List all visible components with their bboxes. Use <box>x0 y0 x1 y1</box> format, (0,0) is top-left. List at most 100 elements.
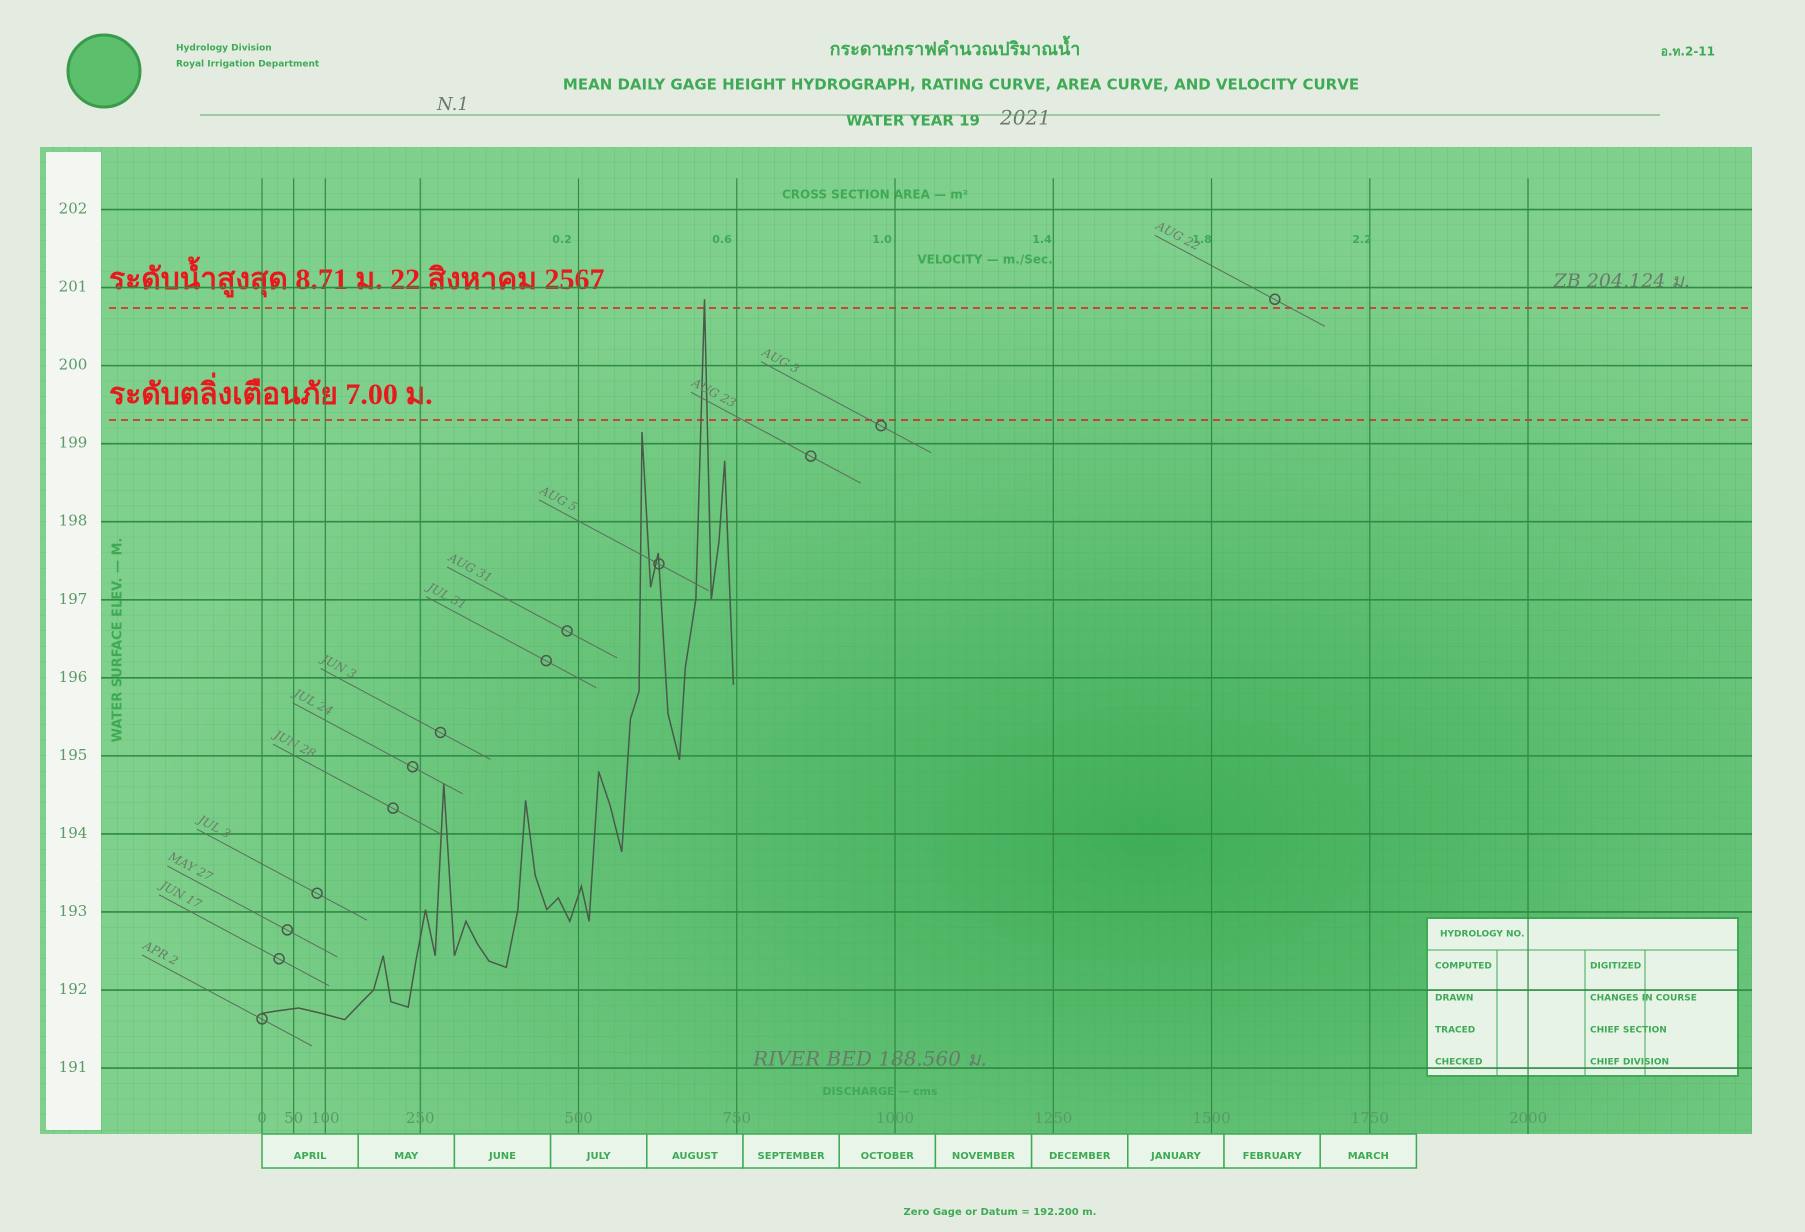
rating-stroke <box>158 894 330 987</box>
form-box-frame <box>1426 917 1739 1077</box>
measurement-point <box>434 726 447 739</box>
rating-stroke <box>446 566 618 659</box>
y-tick-label: 200 <box>59 356 88 374</box>
month-cell <box>357 1133 456 1169</box>
x2-tick-label: 1750 <box>1351 1109 1389 1127</box>
rating-stroke <box>425 596 597 689</box>
y-tick-label: 199 <box>59 434 88 452</box>
rating-stroke <box>141 954 313 1047</box>
rating-stroke <box>690 391 862 484</box>
month-cell <box>549 1133 648 1169</box>
form-box: HYDROLOGY NO. COMPUTED DRAWN TRACED CHECKED… <box>1426 917 1739 1077</box>
y-tick-label: 196 <box>59 668 88 686</box>
water-year-label: WATER YEAR 19 <box>846 112 980 130</box>
rating-stroke <box>538 499 710 592</box>
title-thai: กระดาษกราฟคำนวณปริมาณน้ำ <box>830 35 1081 60</box>
velocity-tick-label: 0.6 <box>712 233 732 246</box>
x-tick-label: APRIL <box>294 1151 327 1162</box>
department: Royal Irrigation Department <box>176 60 320 70</box>
x-tick-label: DECEMBER <box>1049 1151 1111 1162</box>
y-tick-label: 191 <box>59 1058 88 1076</box>
measurement-point <box>1269 293 1281 306</box>
warning-level-annotation: ระดับตลิ่งเตือนภัย 7.00 ม. <box>109 372 433 411</box>
rating-stroke <box>196 828 368 921</box>
y-tick-label: 197 <box>59 590 88 608</box>
logo <box>66 33 142 109</box>
x-tick-label: MAY <box>394 1151 419 1162</box>
title: MEAN DAILY GAGE HEIGHT HYDROGRAPH, RATIN… <box>563 76 1359 94</box>
measurement-point <box>875 419 887 432</box>
y-tick-label: 193 <box>59 902 88 920</box>
form-code: อ.ท.2-11 <box>1661 45 1715 59</box>
measurement-point <box>805 450 817 462</box>
measurement-point <box>256 1013 268 1025</box>
measurement-point <box>561 625 573 637</box>
measurement-point <box>653 558 665 570</box>
x-tick-label: JUNE <box>488 1151 516 1162</box>
x-tick-label: OCTOBER <box>861 1151 915 1162</box>
month-cell <box>1319 1133 1418 1169</box>
rating-stroke <box>292 702 463 795</box>
rating-stroke <box>272 743 444 836</box>
rating-stroke <box>760 361 932 454</box>
month-cell <box>453 1133 552 1169</box>
measurement-point <box>540 654 552 667</box>
measurement-point <box>387 802 399 814</box>
x2-tick-label: 1000 <box>876 1109 914 1127</box>
x2-tick-label: 50 <box>284 1109 303 1127</box>
month-cell <box>261 1133 359 1169</box>
measurement-point <box>406 761 419 773</box>
y-tick-label: 192 <box>59 980 88 998</box>
area-label: CROSS SECTION AREA — m² <box>782 188 968 202</box>
x2-tick-label: 250 <box>406 1109 435 1127</box>
y-tick-label: 194 <box>59 824 88 842</box>
x2-tick-label: 1250 <box>1034 1109 1072 1127</box>
y-tick-label: 198 <box>59 512 88 530</box>
y-axis-label: WATER SURFACE ELEV. — M. <box>111 538 126 743</box>
measurement-point <box>273 953 285 965</box>
month-cell <box>1223 1133 1321 1169</box>
x-tick-label: AUGUST <box>672 1151 718 1162</box>
x-tick-label: JULY <box>586 1151 612 1162</box>
month-cell <box>1030 1133 1129 1169</box>
x-tick-label: MARCH <box>1348 1151 1389 1162</box>
rating-stroke <box>167 865 338 958</box>
x-tick-label: FEBRUARY <box>1243 1151 1303 1162</box>
water-year: 2021 <box>999 106 1051 130</box>
max-level-annotation: ระดับน้ำสูงสุด 8.71 ม. 22 สิงหาคม 2567 <box>109 256 605 298</box>
measurement-point <box>311 887 323 899</box>
velocity-label: VELOCITY — m./Sec. <box>917 253 1052 267</box>
y-tick-label: 202 <box>59 200 88 218</box>
x2-tick-label: 0 <box>257 1109 267 1127</box>
agency: Hydrology Division <box>176 44 272 54</box>
velocity-tick-label: 1.4 <box>1032 233 1052 246</box>
velocity-tick-label: 1.8 <box>1192 233 1212 246</box>
x2-tick-label: 100 <box>311 1109 340 1127</box>
measurement-point <box>281 924 294 936</box>
form-right-label: CHIEF SECTION <box>1590 1026 1667 1036</box>
form-right-label: CHIEF DIVISION <box>1590 1058 1669 1068</box>
x2-tick-label: 500 <box>564 1109 593 1127</box>
form-row-label: COMPUTED <box>1435 962 1492 972</box>
x2-tick-label: 2000 <box>1509 1109 1547 1127</box>
datum: Zero Gage or Datum = 192.200 m. <box>904 1207 1097 1218</box>
x2-tick-label: 750 <box>722 1109 751 1127</box>
form-right-label: DIGITIZED <box>1590 962 1641 972</box>
river-bed: RIVER BED 188.560 ม. <box>752 1047 987 1071</box>
form-right-label: CHANGES IN COURSE <box>1590 994 1697 1004</box>
velocity-tick-label: 0.2 <box>552 233 572 246</box>
x-tick-label: JANUARY <box>1150 1151 1202 1162</box>
x-tick-label: SEPTEMBER <box>758 1151 825 1162</box>
velocity-tick-label: 2.2 <box>1352 233 1372 246</box>
x2-axis-label: DISCHARGE — cms <box>822 1085 938 1098</box>
rating-stroke <box>1154 234 1326 327</box>
month-cell <box>934 1133 1033 1169</box>
x-tick-label: NOVEMBER <box>952 1151 1016 1162</box>
form-row-label: DRAWN <box>1435 994 1473 1004</box>
velocity-tick-label: 1.0 <box>872 233 892 246</box>
x2-tick-label: 1500 <box>1192 1109 1230 1127</box>
axis-strip <box>46 152 101 1130</box>
zero-gage: ZB 204.124 ม. <box>1553 270 1690 292</box>
